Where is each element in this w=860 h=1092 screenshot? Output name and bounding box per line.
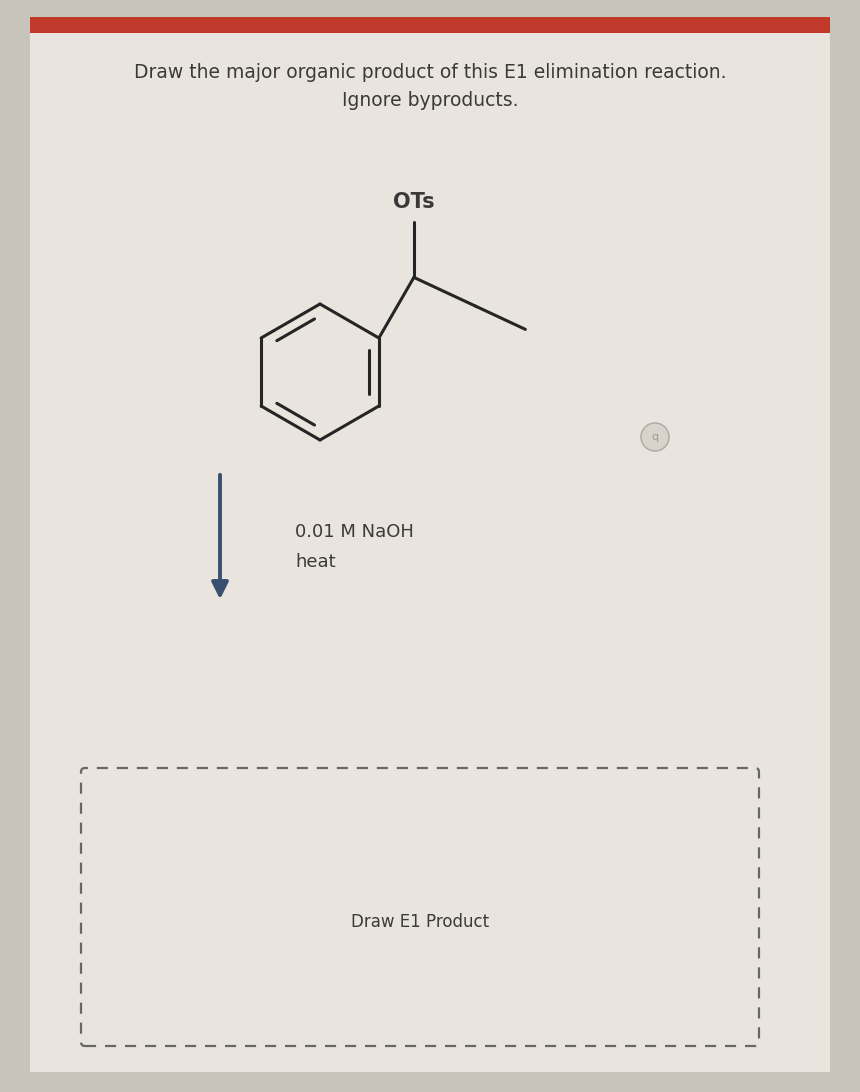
Text: heat: heat [295,553,335,571]
Bar [30,17,830,33]
Text: Draw E1 Product: Draw E1 Product [351,913,489,931]
Circle shape [641,423,669,451]
Text: OTs: OTs [393,192,434,212]
Text: Draw the major organic product of this E1 elimination reaction.: Draw the major organic product of this E… [134,63,726,83]
Text: 0.01 M NaOH: 0.01 M NaOH [295,523,414,541]
Text: Ignore byproducts.: Ignore byproducts. [341,92,519,110]
Text: q: q [651,432,659,442]
